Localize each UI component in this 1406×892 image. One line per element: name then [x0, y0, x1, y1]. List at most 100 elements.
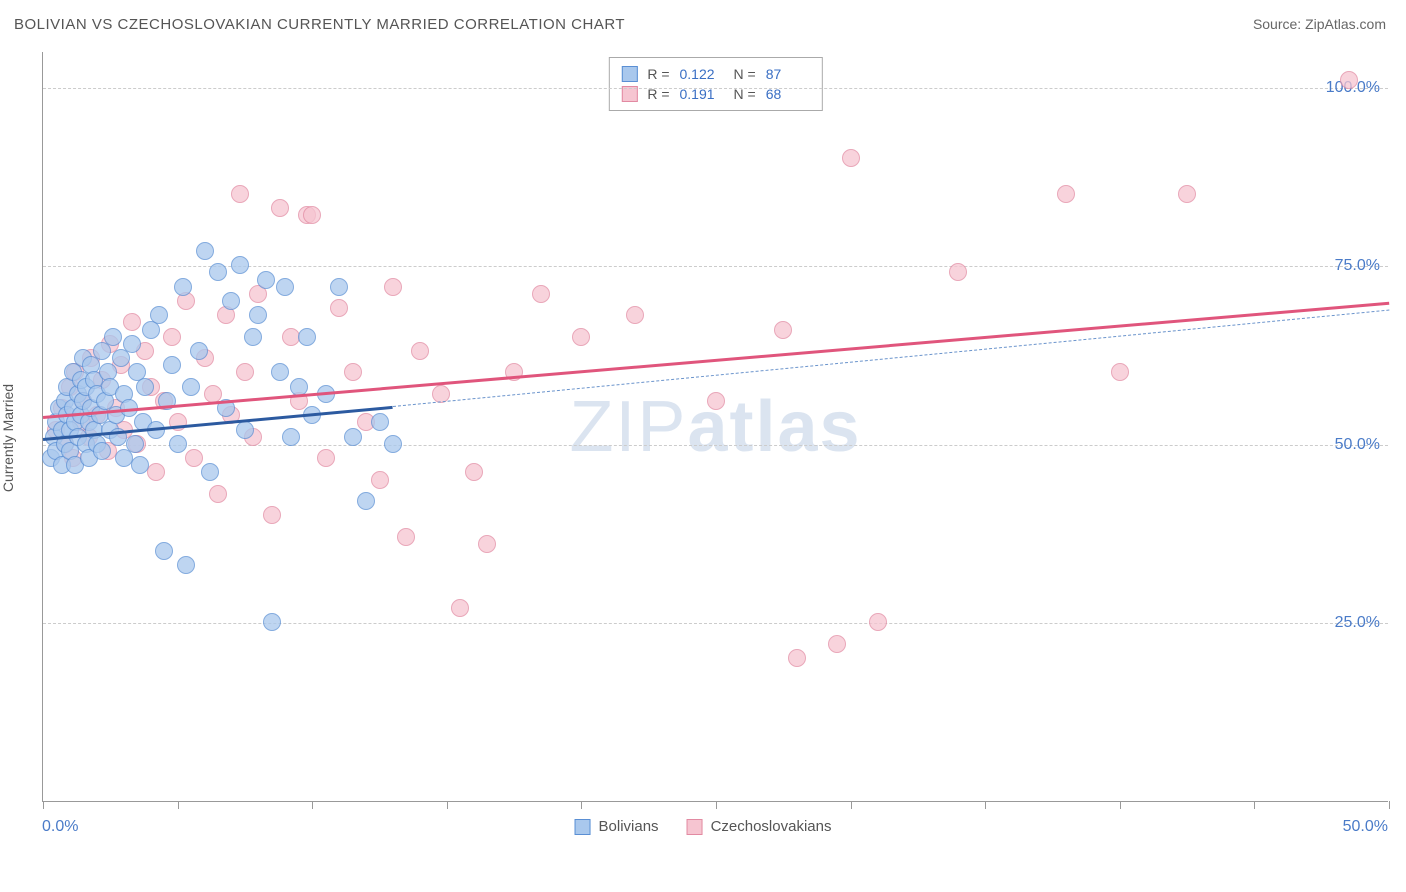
scatter-point-bolivian: [282, 428, 300, 446]
x-tick: [851, 801, 852, 809]
chart-container: BOLIVIAN VS CZECHOSLOVAKIAN CURRENTLY MA…: [0, 0, 1406, 892]
scatter-point-bolivian: [177, 556, 195, 574]
scatter-point-bolivian: [169, 435, 187, 453]
scatter-point-bolivian: [222, 292, 240, 310]
scatter-point-bolivian: [136, 378, 154, 396]
x-axis-label-left: 0.0%: [42, 818, 78, 836]
scatter-point-czech: [949, 263, 967, 281]
y-tick-label: 75.0%: [1335, 257, 1380, 275]
x-tick: [716, 801, 717, 809]
chart-header: BOLIVIAN VS CZECHOSLOVAKIAN CURRENTLY MA…: [0, 0, 1406, 48]
scatter-point-bolivian: [271, 363, 289, 381]
swatch-pink-icon: [687, 819, 703, 835]
scatter-point-czech: [397, 528, 415, 546]
scatter-point-bolivian: [257, 271, 275, 289]
scatter-point-bolivian: [163, 356, 181, 374]
legend-label-czechoslovakians: Czechoslovakians: [711, 818, 832, 835]
y-tick-label: 25.0%: [1335, 614, 1380, 632]
scatter-point-czech: [263, 506, 281, 524]
x-tick: [447, 801, 448, 809]
scatter-point-bolivian: [276, 278, 294, 296]
scatter-point-czech: [572, 328, 590, 346]
r-value-blue: 0.122: [680, 66, 724, 82]
grid-line: [43, 88, 1388, 89]
swatch-blue: [621, 66, 637, 82]
scatter-point-czech: [1057, 185, 1075, 203]
scatter-point-bolivian: [104, 328, 122, 346]
scatter-point-bolivian: [123, 335, 141, 353]
y-axis-label: Currently Married: [0, 384, 16, 492]
scatter-point-bolivian: [236, 421, 254, 439]
scatter-point-bolivian: [174, 278, 192, 296]
legend-item-czechoslovakians: Czechoslovakians: [687, 818, 832, 835]
scatter-point-czech: [869, 613, 887, 631]
scatter-point-czech: [1178, 185, 1196, 203]
scatter-point-bolivian: [371, 413, 389, 431]
scatter-point-bolivian: [126, 435, 144, 453]
scatter-point-bolivian: [384, 435, 402, 453]
x-tick: [178, 801, 179, 809]
scatter-point-czech: [344, 363, 362, 381]
x-tick: [312, 801, 313, 809]
stats-legend-box: R = 0.122 N = 87 R = 0.191 N = 68: [608, 57, 822, 111]
x-tick: [985, 801, 986, 809]
scatter-point-czech: [774, 321, 792, 339]
scatter-point-czech: [1340, 71, 1358, 89]
grid-line: [43, 623, 1388, 624]
x-tick: [1120, 801, 1121, 809]
scatter-point-bolivian: [182, 378, 200, 396]
scatter-point-czech: [209, 485, 227, 503]
stats-row-blue: R = 0.122 N = 87: [621, 64, 809, 84]
n-label-blue: N =: [734, 66, 756, 82]
scatter-point-czech: [271, 199, 289, 217]
x-tick: [581, 801, 582, 809]
scatter-point-czech: [828, 635, 846, 653]
scatter-point-czech: [788, 649, 806, 667]
chart-title: BOLIVIAN VS CZECHOSLOVAKIAN CURRENTLY MA…: [14, 16, 625, 33]
scatter-point-czech: [303, 206, 321, 224]
plot-area: ZIPatlas R = 0.122 N = 87 R = 0.191 N = …: [42, 52, 1388, 802]
scatter-point-czech: [384, 278, 402, 296]
scatter-point-czech: [147, 463, 165, 481]
scatter-point-czech: [842, 149, 860, 167]
chart-source: Source: ZipAtlas.com: [1253, 16, 1386, 32]
scatter-point-czech: [465, 463, 483, 481]
y-tick-label: 50.0%: [1335, 436, 1380, 454]
scatter-point-czech: [626, 306, 644, 324]
scatter-point-czech: [185, 449, 203, 467]
scatter-point-bolivian: [344, 428, 362, 446]
grid-line: [43, 445, 1388, 446]
scatter-point-czech: [451, 599, 469, 617]
x-tick: [1389, 801, 1390, 809]
n-value-blue: 87: [766, 66, 810, 82]
scatter-point-czech: [317, 449, 335, 467]
watermark-thin: ZIP: [569, 387, 687, 467]
scatter-point-bolivian: [155, 542, 173, 560]
legend-label-bolivians: Bolivians: [599, 818, 659, 835]
scatter-point-bolivian: [150, 306, 168, 324]
scatter-point-czech: [478, 535, 496, 553]
scatter-point-czech: [123, 313, 141, 331]
scatter-point-bolivian: [196, 242, 214, 260]
scatter-point-bolivian: [298, 328, 316, 346]
scatter-point-czech: [532, 285, 550, 303]
x-tick: [1254, 801, 1255, 809]
scatter-point-bolivian: [249, 306, 267, 324]
scatter-point-bolivian: [93, 442, 111, 460]
scatter-point-czech: [371, 471, 389, 489]
bottom-legend: Bolivians Czechoslovakians: [575, 818, 832, 835]
scatter-point-czech: [169, 413, 187, 431]
x-axis-label-right: 50.0%: [1343, 818, 1388, 836]
scatter-point-czech: [330, 299, 348, 317]
scatter-point-czech: [231, 185, 249, 203]
scatter-point-czech: [411, 342, 429, 360]
scatter-point-czech: [236, 363, 254, 381]
scatter-point-bolivian: [209, 263, 227, 281]
x-tick: [43, 801, 44, 809]
scatter-point-bolivian: [190, 342, 208, 360]
scatter-point-czech: [707, 392, 725, 410]
r-label-blue: R =: [647, 66, 669, 82]
scatter-point-bolivian: [231, 256, 249, 274]
scatter-point-bolivian: [330, 278, 348, 296]
legend-item-bolivians: Bolivians: [575, 818, 659, 835]
